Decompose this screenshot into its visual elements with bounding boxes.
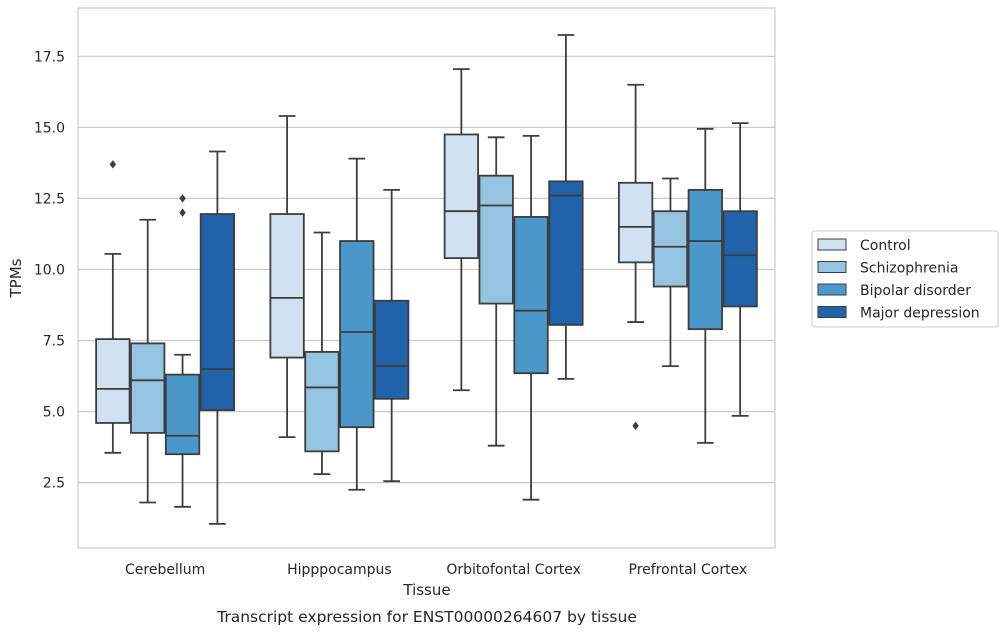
- y-tick-label: 17.5: [34, 49, 65, 65]
- legend-swatch: [817, 238, 847, 251]
- box-3-0: [617, 83, 654, 430]
- iqr-box: [95, 338, 131, 424]
- box-3-3: [722, 122, 758, 417]
- iqr-box: [130, 342, 166, 434]
- box-3-2: [687, 127, 723, 444]
- iqr-box: [722, 210, 758, 308]
- iqr-box: [687, 188, 723, 331]
- y-tick-label: 12.5: [34, 191, 65, 207]
- iqr-box: [513, 215, 549, 375]
- box-groups: [95, 34, 758, 525]
- legend-label: Major depression: [860, 306, 980, 322]
- x-tick-label: Cerebellum: [125, 562, 205, 578]
- y-tick-label: 7.5: [43, 334, 65, 350]
- y-axis-label: TPMs: [7, 258, 25, 298]
- box-1-2: [339, 157, 375, 491]
- legend-swatch: [817, 261, 847, 273]
- box-2-3: [548, 34, 584, 380]
- outlier-marker: [179, 194, 186, 203]
- legend-swatch: [817, 283, 847, 296]
- box-0-3: [199, 150, 236, 525]
- outlier-marker: [632, 421, 639, 430]
- legend-label: Bipolar disorder: [860, 283, 971, 299]
- y-tick-label: 5.0: [43, 405, 65, 421]
- box-1-3: [374, 188, 410, 483]
- iqr-box: [269, 213, 305, 359]
- box-1-0: [269, 115, 305, 439]
- box-0-0: [95, 160, 131, 454]
- x-axis-ticks: Cerebellum Hipppocampus Orbitofontal Corte…: [125, 562, 747, 578]
- y-tick-label: 15.0: [34, 120, 65, 136]
- iqr-box: [443, 133, 479, 260]
- iqr-box: [199, 213, 236, 412]
- legend-label: Schizophrenia: [860, 261, 958, 277]
- y-axis-ticks: 2.5 5.0 7.5 10.0 12.5 15.0 17.5: [34, 49, 65, 491]
- legend-items: Control Schizophrenia Bipolar disorder Majo…: [817, 238, 980, 322]
- plot-area-frame: [77, 7, 776, 549]
- box-0-1: [130, 218, 166, 504]
- iqr-box: [478, 174, 514, 305]
- iqr-box: [304, 350, 340, 453]
- outlier-marker: [109, 160, 117, 169]
- box-2-1: [478, 136, 514, 447]
- box-2-2: [513, 134, 549, 501]
- iqr-box: [548, 180, 584, 326]
- box-3-1: [652, 177, 689, 368]
- x-tick-label: Prefrontal Cortex: [629, 562, 748, 578]
- legend-label: Control: [860, 238, 911, 254]
- legend: Control Schizophrenia Bipolar disorder Majo…: [811, 230, 999, 328]
- box-1-1: [304, 231, 340, 476]
- x-tick-label: Hipppocampus: [287, 562, 392, 578]
- iqr-box: [164, 373, 201, 456]
- iqr-box: [652, 210, 689, 288]
- box-2-0: [443, 68, 479, 392]
- y-tick-label: 10.0: [34, 262, 65, 278]
- outlier-marker: [179, 208, 186, 217]
- chart-caption: Transcript expression for ENST0000026460…: [216, 608, 637, 626]
- y-tick-label: 2.5: [43, 476, 65, 492]
- legend-swatch: [817, 306, 847, 318]
- iqr-box: [339, 240, 375, 429]
- x-axis-label: Tissue: [402, 581, 450, 599]
- x-tick-label: Orbitofontal Cortex: [446, 562, 581, 578]
- iqr-box: [617, 181, 654, 264]
- iqr-box: [374, 299, 410, 400]
- legend-frame: [811, 230, 999, 328]
- box-0-2: [164, 194, 201, 508]
